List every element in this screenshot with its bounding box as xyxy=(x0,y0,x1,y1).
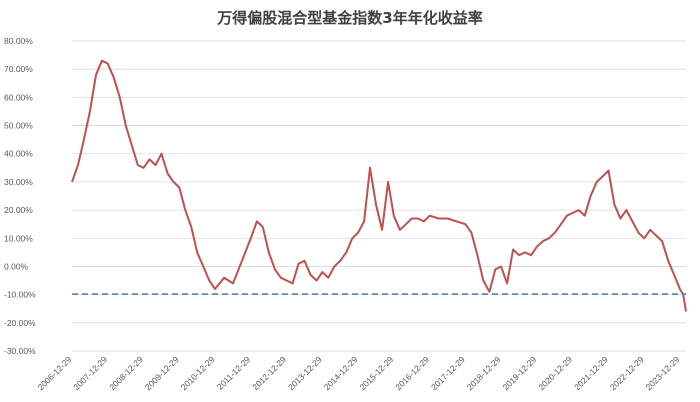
x-tick-label: 2022-12-29 xyxy=(608,354,646,392)
x-tick-label: 2006-12-29 xyxy=(36,354,74,392)
x-tick-label: 2009-12-29 xyxy=(143,354,181,392)
y-tick-label: -30.00% xyxy=(4,346,36,356)
y-tick-label: 70.00% xyxy=(4,64,33,74)
x-axis-tick-labels: 2006-12-292007-12-292008-12-292009-12-29… xyxy=(36,354,682,392)
x-tick-label: 2017-12-29 xyxy=(429,354,467,392)
chart-title: 万得偏股混合型基金指数3年年化收益率 xyxy=(217,9,483,27)
x-tick-label: 2021-12-29 xyxy=(572,354,610,392)
x-tick-label: 2014-12-29 xyxy=(322,354,360,392)
x-tick-label: 2011-12-29 xyxy=(215,354,253,392)
return-series-line xyxy=(71,59,687,312)
y-tick-label: 30.00% xyxy=(4,177,33,187)
x-tick-label: 2013-12-29 xyxy=(286,354,324,392)
x-tick-label: 2019-12-29 xyxy=(500,354,538,392)
y-tick-label: -20.00% xyxy=(4,318,36,328)
x-tick-label: 2015-12-29 xyxy=(357,354,395,392)
x-tick-label: 2012-12-29 xyxy=(250,354,288,392)
y-axis-tick-labels: 80.00% 70.00% 60.00% 50.00% 40.00% 30.00% 20.0… xyxy=(4,36,36,356)
series-lines xyxy=(71,59,687,312)
x-tick-label: 2020-12-29 xyxy=(536,354,574,392)
x-tick-label: 2007-12-29 xyxy=(71,354,109,392)
x-tick-label: 2008-12-29 xyxy=(107,354,145,392)
y-tick-label: 0.00% xyxy=(4,261,29,271)
y-tick-label: 80.00% xyxy=(4,36,33,46)
y-tick-label: 50.00% xyxy=(4,121,33,131)
y-tick-label: 10.00% xyxy=(4,233,33,243)
y-tick-label: 20.00% xyxy=(4,205,33,215)
x-tick-label: 2018-12-29 xyxy=(465,354,503,392)
y-tick-label: -10.00% xyxy=(4,290,36,300)
grid-lines xyxy=(72,40,686,352)
y-tick-label: 40.00% xyxy=(4,149,33,159)
x-tick-label: 2023-12-29 xyxy=(644,354,682,392)
x-tick-label: 2016-12-29 xyxy=(393,354,431,392)
x-tick-label: 2010-12-29 xyxy=(179,354,217,392)
y-tick-label: 60.00% xyxy=(4,92,33,102)
